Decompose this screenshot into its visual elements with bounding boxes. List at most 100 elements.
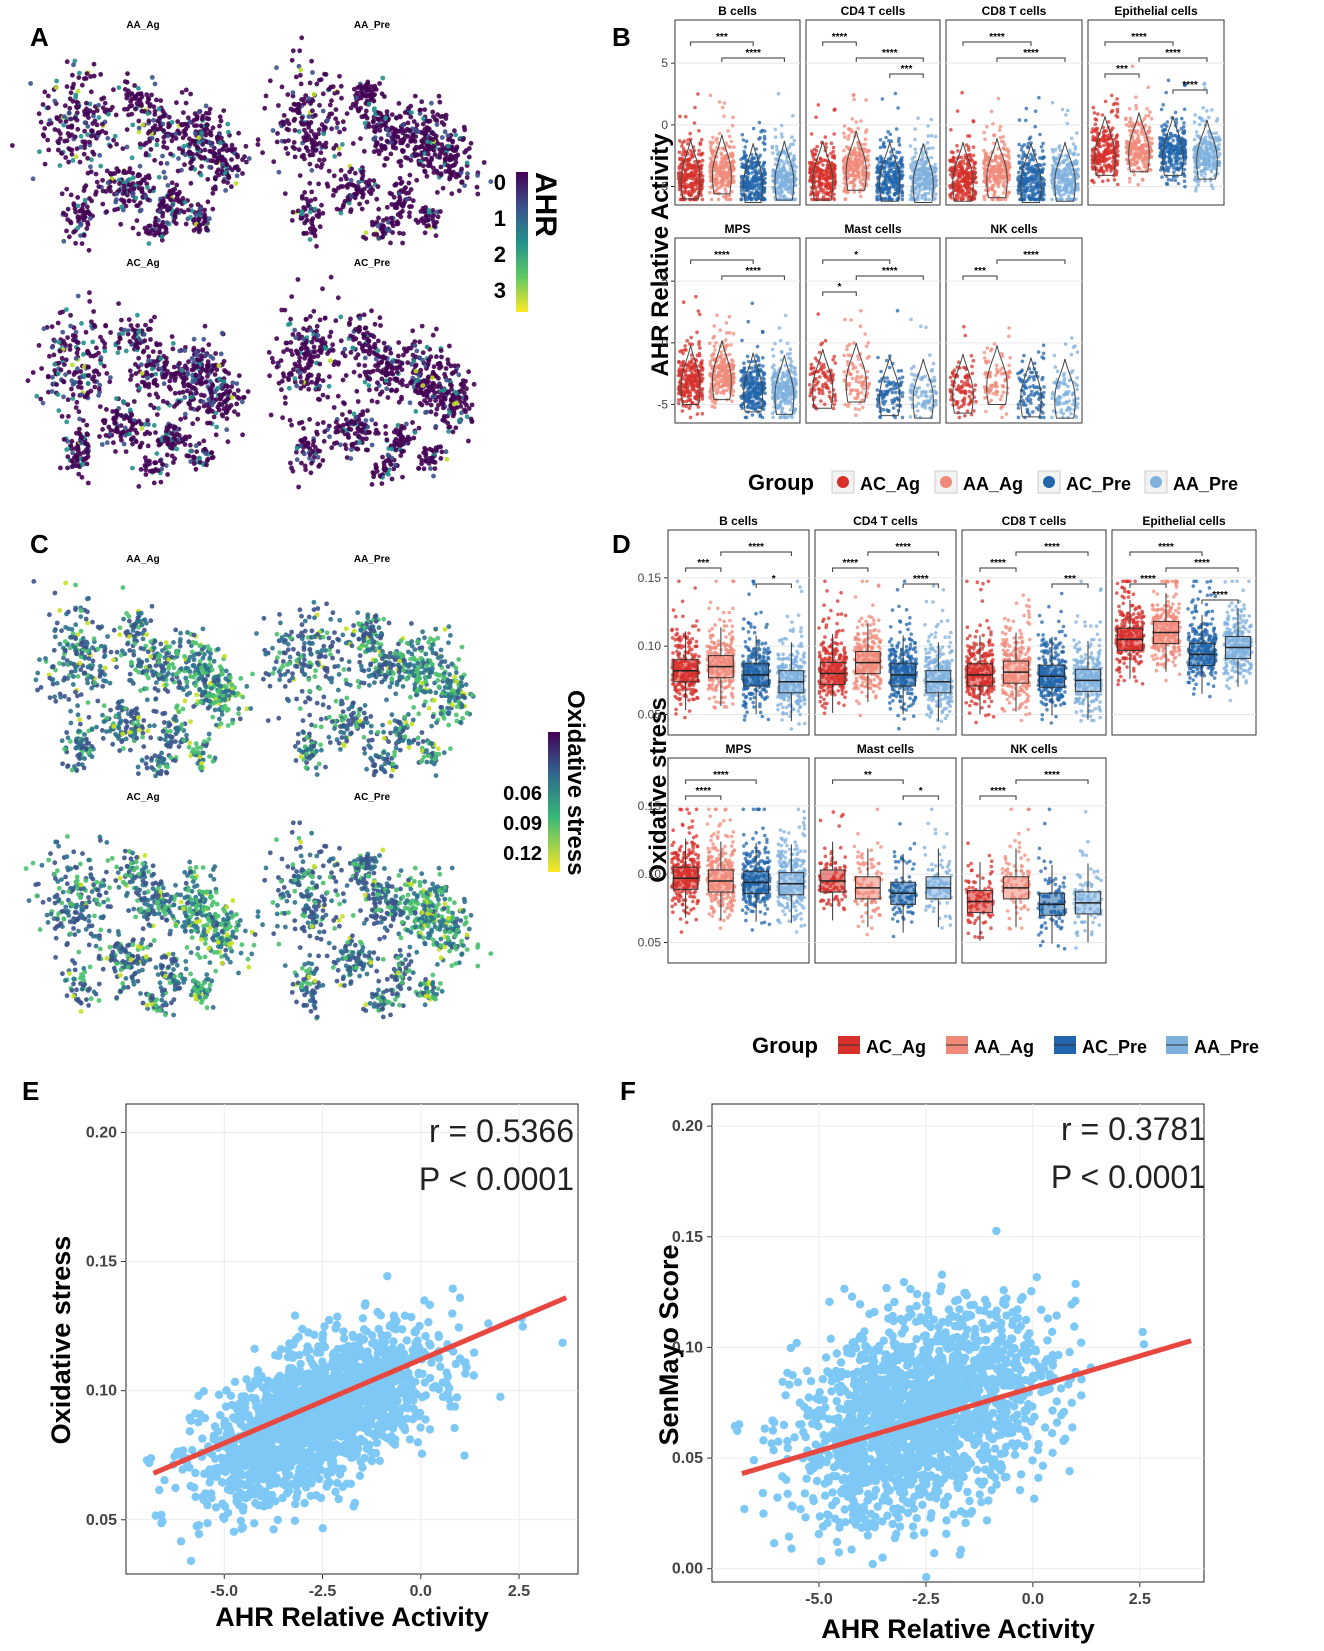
umap-cell (434, 233, 439, 238)
umap-cell (65, 138, 70, 143)
umap-cell (71, 201, 76, 206)
umap-cell (151, 186, 156, 191)
umap-cell (101, 96, 106, 101)
umap-cell (165, 220, 170, 225)
umap-cell (314, 213, 319, 218)
umap-cell (84, 107, 89, 112)
umap-cell (122, 188, 127, 193)
umap-cell (28, 81, 33, 86)
panel-letter-a: A (30, 22, 49, 52)
umap-cell (116, 169, 121, 174)
umap-cell (95, 180, 100, 185)
umap-cell (337, 74, 342, 79)
umap-cell (42, 134, 47, 139)
umap-cell (74, 104, 79, 109)
umap-cell (441, 186, 446, 191)
umap-cell (271, 128, 276, 133)
umap-cell (124, 204, 129, 209)
umap-cell (309, 190, 314, 195)
umap-cell (67, 106, 72, 111)
umap-cell (357, 202, 362, 207)
umap-cell (73, 95, 78, 100)
umap-cell (349, 106, 354, 111)
umap-cell (142, 142, 147, 147)
umap-cell (47, 118, 52, 123)
umap-cell (155, 143, 160, 148)
umap-cell (168, 152, 173, 157)
umap-cell (349, 178, 354, 183)
umap-cell (335, 125, 340, 130)
umap-cell (160, 154, 165, 159)
umap-cell (229, 157, 234, 162)
umap-cell (87, 140, 92, 145)
umap-cell (388, 241, 393, 246)
umap-cell (69, 90, 74, 95)
umap-cell (150, 75, 155, 80)
umap-cell (54, 79, 59, 84)
umap-cell (439, 171, 444, 176)
umap-cell (174, 131, 179, 136)
umap-cell (203, 127, 208, 132)
umap-cell (176, 192, 181, 197)
umap-cell (105, 136, 110, 141)
umap-cell (211, 150, 216, 155)
umap-aa-pre (256, 35, 494, 248)
umap-cell (199, 164, 204, 169)
umap-cell (345, 111, 350, 116)
umap-cell (158, 98, 163, 103)
umap-cell (145, 185, 150, 190)
umap-cell (327, 112, 332, 117)
umap-cell (151, 118, 156, 123)
umap-cell (145, 197, 150, 202)
umap-cell (385, 139, 390, 144)
umap-cell (189, 203, 194, 208)
umap-cell (301, 135, 306, 140)
umap-cell (96, 103, 101, 108)
umap-cell (80, 139, 85, 144)
umap-cell (41, 102, 46, 107)
umap-cell (105, 169, 110, 174)
umap-aa-ag (10, 59, 252, 253)
umap-cell (421, 122, 426, 127)
umap-cell (188, 215, 193, 220)
umap-cell (95, 123, 100, 128)
umap-cell (299, 35, 304, 40)
panel-a-umaps: AA_Ag AA_Pre AC_Ag AC_Pre 0 1 2 3 AHR (10, 20, 562, 489)
umap-cell (314, 244, 319, 249)
umap-cell (203, 148, 208, 153)
umap-cell (81, 218, 86, 223)
umap-cell (170, 203, 175, 208)
umap-cell (166, 183, 171, 188)
umap-cell (230, 167, 235, 172)
umap-cell (226, 130, 231, 135)
umap-cell (176, 169, 181, 174)
umap-cell (208, 107, 213, 112)
umap-cell (172, 219, 177, 224)
umap-cell (100, 178, 105, 183)
umap-cell (165, 161, 170, 166)
umap-cell (291, 48, 296, 53)
umap-cell (398, 176, 403, 181)
umap-cell (218, 141, 223, 146)
umap-cell (82, 129, 87, 134)
umap-cell (170, 138, 175, 143)
umap-cell (139, 101, 144, 106)
umap-cell (105, 107, 110, 112)
umap-cell (42, 126, 47, 131)
umap-cell (312, 207, 317, 212)
umap-cell (198, 211, 203, 216)
umap-cell (297, 48, 302, 53)
umap-cell (10, 143, 15, 148)
umap-cell (271, 159, 276, 164)
umap-cell (190, 157, 195, 162)
umap-cell (399, 163, 404, 168)
umap-cell (192, 217, 197, 222)
umap-cell (397, 195, 402, 200)
umap-cell (308, 237, 313, 242)
umap-cell (144, 230, 149, 235)
umap-cell (67, 134, 72, 139)
umap-cell (240, 171, 245, 176)
umap-cell (339, 168, 344, 173)
umap-cell (85, 210, 90, 215)
umap-cell (219, 136, 224, 141)
